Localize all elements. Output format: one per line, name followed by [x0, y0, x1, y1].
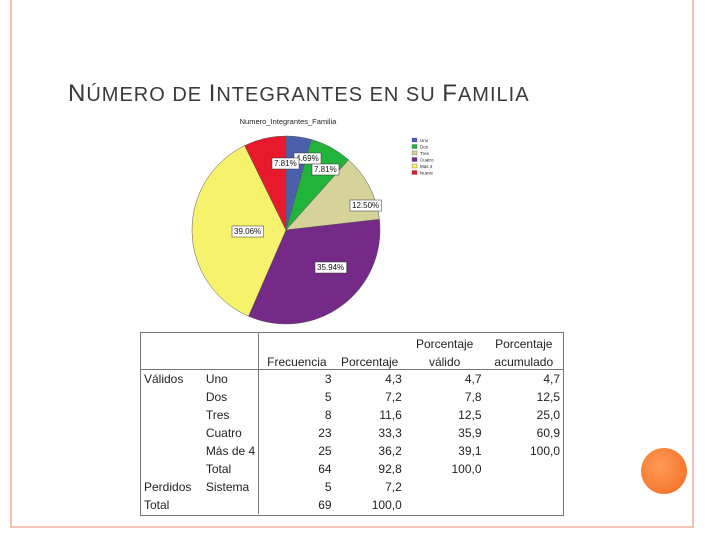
- data-label: 35.94%: [317, 263, 344, 272]
- header-porcentaje: Porcentaje: [334, 351, 405, 370]
- decorative-orange-circle: [641, 448, 687, 494]
- legend-swatch: [411, 137, 418, 143]
- data-label-box: [271, 157, 300, 170]
- cell-porcentaje: 33,3: [378, 426, 402, 440]
- legend-swatch: [411, 144, 418, 149]
- title-part: AMILIA: [457, 84, 530, 106]
- pie-chart: Numero_Integrantes_Familia 4.69%7.81%12.…: [191, 117, 434, 325]
- slide-frame: [10, 0, 694, 528]
- legend-label: Mas 4: [420, 164, 433, 169]
- legend-label: Dos: [420, 145, 429, 150]
- group-label: Total: [144, 498, 170, 512]
- cell-frecuencia: 23: [258, 424, 335, 442]
- title-part: I: [208, 80, 217, 107]
- data-label-box: [231, 225, 264, 238]
- header-blank-2: [141, 351, 259, 370]
- legend-label: Nueve: [420, 171, 434, 176]
- header-frecuencia: Frecuencia: [258, 351, 335, 370]
- pie-slice-cuatro: [248, 219, 381, 325]
- title-part: F: [442, 80, 458, 107]
- table-row: Válidos Uno 3 4,3 4,7 4,7: [141, 369, 563, 388]
- cell-acumulado: [485, 460, 563, 478]
- data-label: 39.06%: [234, 227, 261, 236]
- table-row: Dos 5 7,2 7,8 12,5: [141, 388, 563, 406]
- frequency-table: Porcentaje Porcentaje Frecuencia Porcent…: [140, 332, 564, 516]
- cell-valido: 12,5: [458, 408, 482, 422]
- row-label: Tres: [205, 408, 230, 422]
- cell-acumulado: 100,0: [529, 444, 560, 458]
- table-row: Más de 4 25 36,2 39,1 100,0: [141, 442, 563, 460]
- row-label: Cuatro: [205, 426, 242, 440]
- legend-label: Uno: [420, 138, 429, 143]
- data-label: 4.69%: [296, 154, 319, 163]
- title-part: ÚMERO DE: [86, 84, 209, 106]
- row-label: Uno: [205, 372, 228, 386]
- row-label: Total: [205, 462, 232, 476]
- row-label: Dos: [205, 390, 228, 404]
- cell-acumulado: 4,7: [543, 372, 560, 386]
- cell-porcentaje: 36,2: [378, 444, 402, 458]
- chart-title: Numero_Integrantes_Familia: [240, 117, 338, 126]
- table-row: Total 69 100,0: [141, 496, 563, 514]
- cell-valido: 39,1: [458, 444, 482, 458]
- row-label: Sistema: [205, 480, 250, 494]
- cell-frecuencia: 3: [258, 369, 335, 388]
- legend-label: Cuatro: [420, 158, 434, 163]
- group-label: Válidos: [144, 372, 184, 386]
- cell-acumulado: 25,0: [536, 408, 560, 422]
- cell-frecuencia: 8: [258, 406, 335, 424]
- cell-frecuencia: 5: [258, 388, 335, 406]
- title-part: NTEGRANTES EN SU: [216, 84, 443, 106]
- data-label-box: [314, 261, 347, 274]
- header-valido: válido: [404, 351, 485, 370]
- header-blank: [141, 333, 259, 351]
- cell-frecuencia: 25: [258, 442, 335, 460]
- slide-title: NÚMERO DE INTEGRANTES EN SU FAMILIA: [68, 80, 530, 108]
- table-row: Perdidos Sistema 5 7,2: [141, 478, 563, 496]
- cell-acumulado: 12,5: [536, 390, 560, 404]
- cell-acumulado: 60,9: [536, 426, 560, 440]
- cell-valido: 100,0: [451, 462, 482, 476]
- legend-swatch: [411, 170, 418, 175]
- table-row: Total 64 92,8 100,0: [141, 460, 563, 478]
- group-label: Perdidos: [144, 480, 192, 494]
- header-porcentaje-top: [335, 333, 405, 351]
- cell-porcentaje: 7,2: [385, 480, 402, 494]
- legend-label: Tres: [420, 151, 430, 156]
- cell-porcentaje: 7,2: [385, 390, 402, 404]
- legend-swatch: [411, 163, 418, 169]
- legend-swatch: [411, 157, 418, 162]
- cell-porcentaje: 11,6: [379, 408, 402, 422]
- cell-valido: 4,7: [464, 372, 482, 386]
- cell-porcentaje: 4,3: [385, 372, 402, 386]
- cell-frecuencia: 5: [258, 478, 335, 496]
- cell-valido: 7,8: [464, 390, 482, 404]
- cell-frecuencia: 69: [258, 496, 335, 514]
- header-frecuencia-top: [258, 333, 335, 351]
- legend-swatch: [411, 150, 418, 156]
- title-part: N: [68, 80, 87, 107]
- data-label: 7.81%: [314, 165, 337, 174]
- header-valido-top: Porcentaje: [415, 337, 474, 351]
- table-row: Tres 8 11,6 12,5 25,0: [141, 406, 563, 424]
- cell-porcentaje: 92,8: [378, 462, 402, 476]
- cell-frecuencia: 64: [258, 460, 335, 478]
- table-row: Cuatro 23 33,3 35,9 60,9: [141, 424, 563, 442]
- header-acumulado: acumulado: [484, 351, 563, 370]
- header-acumulado-top: Porcentaje: [495, 337, 553, 351]
- pie-slice-tres: [285, 159, 380, 231]
- data-label-box: [311, 163, 340, 176]
- data-label: 12.50%: [352, 201, 379, 210]
- data-label-box: [349, 199, 382, 212]
- data-label: 7.81%: [274, 159, 297, 168]
- cell-valido: 35,9: [458, 426, 482, 440]
- row-label: Más de 4: [205, 444, 256, 458]
- cell-porcentaje: 100,0: [371, 498, 402, 512]
